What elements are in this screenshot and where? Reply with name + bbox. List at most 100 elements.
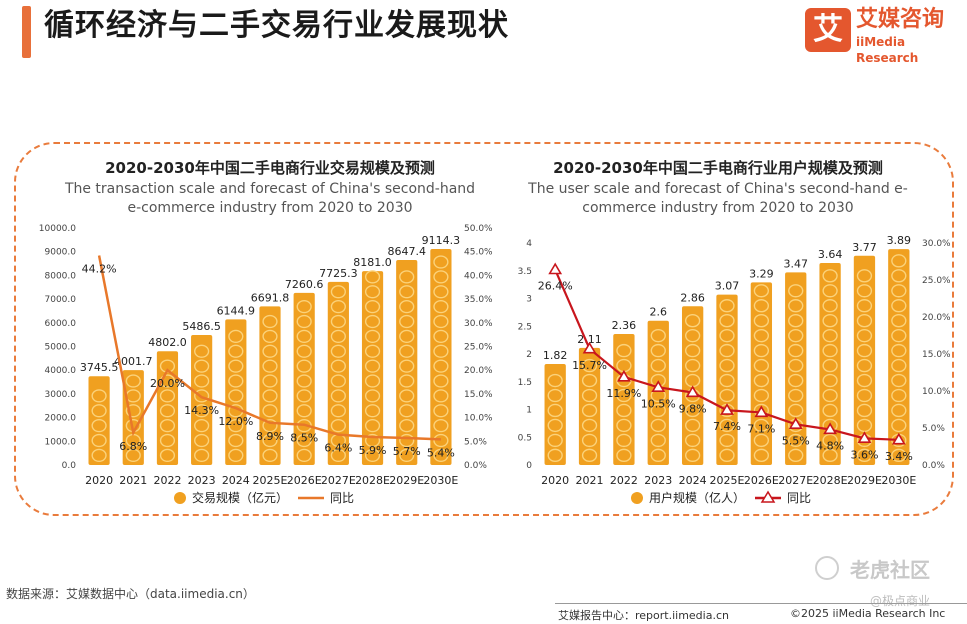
x-axis-tick-label: 2023 [188, 474, 216, 487]
bar-coin-pattern [125, 374, 141, 388]
bar-coin-pattern [296, 448, 312, 463]
bar [191, 334, 213, 465]
bar-coin-pattern [91, 404, 107, 418]
bar-coin-pattern [159, 389, 176, 403]
x-axis-tick-label: 2027E [321, 474, 356, 487]
bar-coin-pattern [296, 329, 312, 344]
bar [327, 281, 349, 465]
x-axis-tick-label: 2020 [85, 474, 113, 487]
chart1-title: 2020-2030年中国二手电商行业交易规模及预测 [105, 159, 435, 177]
watermark-jidian: @极点商业 [870, 594, 931, 608]
bar-coin-pattern [399, 270, 415, 284]
left-axis-tick-label: 5000.0 [45, 343, 77, 353]
right-axis-tick-label: 40.0% [464, 271, 493, 281]
bar-coin-pattern [296, 359, 312, 373]
bar-coin-pattern [433, 419, 449, 433]
growth-rate-label: 44.2% [82, 262, 117, 275]
bar-coin-pattern [399, 344, 415, 358]
page-title: 循环经济与二手交易行业发展现状 [44, 8, 509, 43]
bar-coin-pattern [330, 285, 346, 299]
bar-coin-pattern [330, 374, 346, 388]
bar-coin-pattern [330, 404, 346, 418]
left-axis-tick-label: 10000.0 [39, 224, 76, 234]
bar-coin-pattern [330, 329, 346, 344]
bar-coin-pattern [330, 314, 346, 329]
bar-coin-pattern [159, 448, 176, 463]
bar-value-label: 5486.5 [182, 320, 221, 333]
bar-coin-pattern [433, 433, 449, 448]
bar-coin-pattern [364, 285, 381, 299]
bar [259, 306, 281, 465]
legend-bar-swatch [174, 492, 186, 504]
bar [361, 271, 384, 465]
chart1-subtitle-line2: e-commerce industry from 2020 to 2030 [127, 200, 413, 216]
bar-coin-pattern [228, 374, 244, 388]
growth-rate-label: 12.0% [218, 415, 253, 428]
bar-value-label: 7260.6 [285, 278, 324, 291]
bar-coin-pattern [399, 359, 415, 373]
right-axis-tick-label: 30.0% [464, 319, 493, 329]
bar-coin-pattern [228, 329, 244, 344]
right-axis-tick-label: 10.0% [464, 414, 493, 424]
chart2-subtitle: The user scale and forecast of China's s… [486, 180, 950, 218]
bar-coin-pattern [262, 374, 278, 388]
left-axis-tick-label: 2000.0 [45, 414, 77, 424]
bar-coin-pattern [262, 404, 278, 418]
bar-coin-pattern [399, 419, 415, 433]
bar [156, 351, 179, 465]
tiger-community-watermark-icon [815, 556, 839, 580]
report-center-link[interactable]: 艾媒报告中心：report.iimedia.cn [558, 609, 729, 622]
bar-coin-pattern [399, 374, 415, 388]
bar-coin-pattern [399, 433, 415, 448]
copyright-text: ©2025 iiMedia Research Inc [790, 607, 946, 620]
bar-coin-pattern [433, 344, 449, 358]
left-axis-tick-label: 4000.0 [45, 366, 77, 376]
bar-coin-pattern [399, 448, 415, 463]
growth-rate-label: 8.9% [256, 430, 284, 443]
legend-bar-label: 交易规模（亿元） [192, 490, 288, 505]
legend-line-label: 同比 [330, 491, 354, 505]
bar-coin-pattern [296, 374, 312, 388]
bar-coin-pattern [399, 285, 415, 299]
bar-value-label: 7725.3 [319, 267, 358, 280]
bar-coin-pattern [228, 448, 244, 463]
bar-value-label: 4001.7 [114, 355, 153, 368]
bar-coin-pattern [399, 300, 415, 314]
bar-coin-pattern [262, 329, 278, 344]
bar-coin-pattern [330, 389, 346, 403]
bar-coin-pattern [194, 433, 210, 448]
bar-coin-pattern [364, 419, 381, 433]
bar-coin-pattern [262, 433, 278, 448]
bar-coin-pattern [262, 389, 278, 403]
bar-coin-pattern [433, 255, 449, 269]
bar-coin-pattern [433, 359, 449, 373]
bar-coin-pattern [330, 300, 346, 314]
growth-rate-label: 6.4% [324, 442, 352, 455]
footer-divider [555, 603, 967, 604]
bar-coin-pattern [228, 419, 244, 433]
bar-coin-pattern [399, 314, 415, 329]
bar-coin-pattern [262, 344, 278, 358]
right-axis-tick-label: 20.0% [464, 366, 493, 376]
bar-coin-pattern [364, 374, 381, 388]
bar-value-label: 6691.8 [251, 291, 290, 304]
x-axis-tick-label: 2022 [153, 474, 181, 487]
bar-coin-pattern [262, 448, 278, 463]
chart2-subtitle-line2: commerce industry from 2020 to 2030 [582, 200, 854, 216]
right-axis-tick-label: 5.0% [464, 437, 487, 447]
bar-coin-pattern [364, 329, 381, 344]
bar-coin-pattern [399, 329, 415, 344]
x-axis-tick-label: 2024 [222, 474, 250, 487]
bar-coin-pattern [228, 389, 244, 403]
bar-coin-pattern [433, 374, 449, 388]
chart2-title: 2020-2030年中国二手电商行业用户规模及预测 [553, 159, 883, 177]
right-axis-tick-label: 45.0% [464, 248, 493, 258]
right-axis-tick-label: 50.0% [464, 224, 493, 234]
x-axis-tick-label: 2028E [355, 474, 390, 487]
watermark-tiger-community: 老虎社区 [850, 558, 930, 582]
bar-value-label: 9114.3 [422, 234, 461, 247]
bar-coin-pattern [262, 419, 278, 433]
bar-coin-pattern [433, 404, 449, 418]
growth-rate-label: 5.9% [359, 444, 387, 457]
right-axis-tick-label: 0.0% [464, 461, 487, 471]
